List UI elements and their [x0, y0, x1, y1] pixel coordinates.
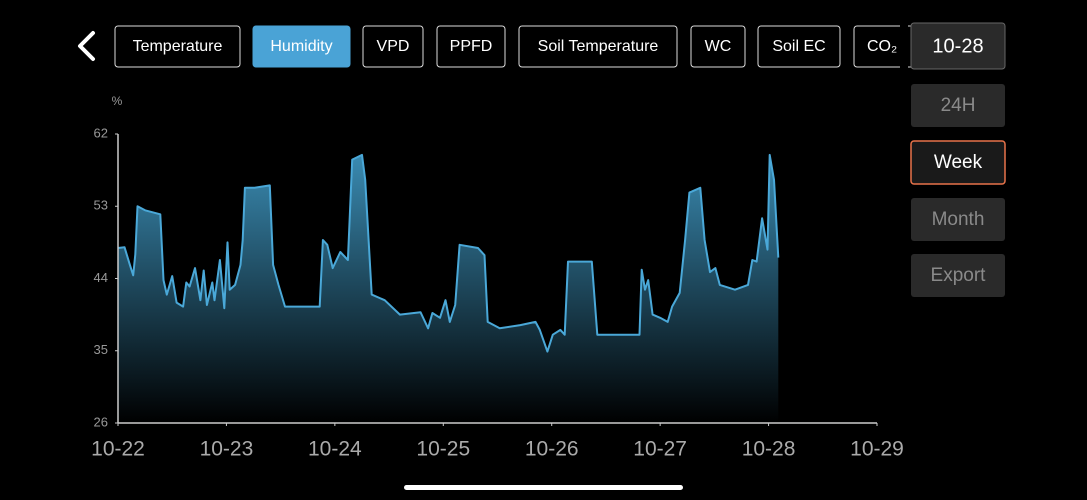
y-tick-label: 44 [94, 270, 108, 285]
tab[interactable] [690, 25, 746, 68]
x-tick-label: 10-27 [633, 438, 687, 461]
tab[interactable] [114, 25, 241, 68]
y-tick-label: 26 [94, 414, 108, 429]
x-tick-label: 10-28 [742, 438, 796, 461]
tab[interactable] [518, 25, 678, 68]
date-button[interactable] [910, 22, 1006, 70]
tab-label[interactable]: PPFD [450, 38, 493, 55]
range-label[interactable]: Week [934, 152, 983, 173]
tab-label[interactable]: CO₂ [867, 38, 897, 55]
tab[interactable] [362, 25, 424, 68]
x-tick-label: 10-22 [91, 438, 145, 461]
y-tick-label: 35 [94, 342, 108, 357]
x-tick-label: 10-26 [525, 438, 579, 461]
x-tick-label: 10-24 [308, 438, 362, 461]
date-label[interactable]: 10-28 [932, 35, 983, 57]
tab-label[interactable]: Soil Temperature [538, 38, 659, 55]
tab-label[interactable]: VPD [377, 38, 410, 55]
x-tick-label: 10-25 [416, 438, 470, 461]
area-fill [118, 154, 779, 423]
y-tick-label: 62 [94, 125, 108, 140]
home-indicator [404, 485, 683, 490]
range-button[interactable] [910, 140, 1006, 185]
tab-label[interactable]: Temperature [133, 38, 223, 55]
x-tick-label: 10-29 [850, 438, 904, 461]
range-button[interactable] [911, 198, 1005, 241]
back-button[interactable] [78, 31, 95, 61]
export-label[interactable]: Export [931, 265, 987, 286]
export-button[interactable] [911, 254, 1005, 297]
range-label[interactable]: 24H [941, 95, 976, 116]
range-label[interactable]: Month [932, 209, 985, 230]
tab-label[interactable]: Soil EC [772, 38, 825, 55]
tab-overflow-mask [900, 20, 908, 72]
line [117, 153, 780, 353]
tab-label[interactable]: WC [705, 38, 732, 55]
tab[interactable] [757, 25, 841, 68]
tab-label[interactable]: Humidity [270, 38, 332, 55]
x-tick-label: 10-23 [200, 438, 254, 461]
y-unit: % [112, 94, 123, 108]
range-button[interactable] [911, 84, 1005, 127]
tab[interactable] [436, 25, 506, 68]
tab[interactable] [252, 25, 351, 68]
y-tick-label: 53 [94, 198, 108, 213]
